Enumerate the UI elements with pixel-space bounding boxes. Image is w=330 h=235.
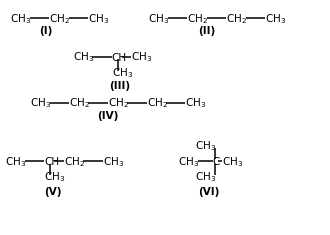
Text: CH$_3$: CH$_3$ [178,155,199,169]
Text: CH$_2$: CH$_2$ [147,97,168,110]
Text: CH$_3$: CH$_3$ [5,155,26,169]
Text: CH$_3$: CH$_3$ [103,155,124,169]
Text: (I): (I) [39,26,52,35]
Text: (V): (V) [45,187,62,196]
Text: CH: CH [44,157,59,167]
Text: (VI): (VI) [198,187,219,196]
Text: CH: CH [112,53,127,63]
Text: CH$_3$: CH$_3$ [10,12,31,26]
Text: CH$_3$: CH$_3$ [195,139,216,153]
Text: CH$_2$: CH$_2$ [108,97,129,110]
Text: CH$_2$: CH$_2$ [64,155,85,169]
Text: CH$_2$: CH$_2$ [49,12,70,26]
Text: CH$_3$: CH$_3$ [44,171,65,184]
Text: CH$_2$: CH$_2$ [226,12,248,26]
Text: CH$_3$: CH$_3$ [112,66,133,80]
Text: CH$_3$: CH$_3$ [265,12,286,26]
Text: CH$_2$: CH$_2$ [69,97,90,110]
Text: (III): (III) [109,81,130,91]
Text: (IV): (IV) [97,111,119,121]
Text: C: C [213,157,220,167]
Text: CH$_3$: CH$_3$ [131,51,152,64]
Text: CH$_3$: CH$_3$ [148,12,170,26]
Text: CH$_3$: CH$_3$ [88,12,109,26]
Text: (II): (II) [198,26,215,35]
Text: CH$_3$: CH$_3$ [30,97,51,110]
Text: CH$_2$: CH$_2$ [187,12,209,26]
Text: CH$_3$: CH$_3$ [185,97,207,110]
Text: CH$_3$: CH$_3$ [222,155,243,169]
Text: CH$_3$: CH$_3$ [73,51,94,64]
Text: CH$_3$: CH$_3$ [195,171,216,184]
